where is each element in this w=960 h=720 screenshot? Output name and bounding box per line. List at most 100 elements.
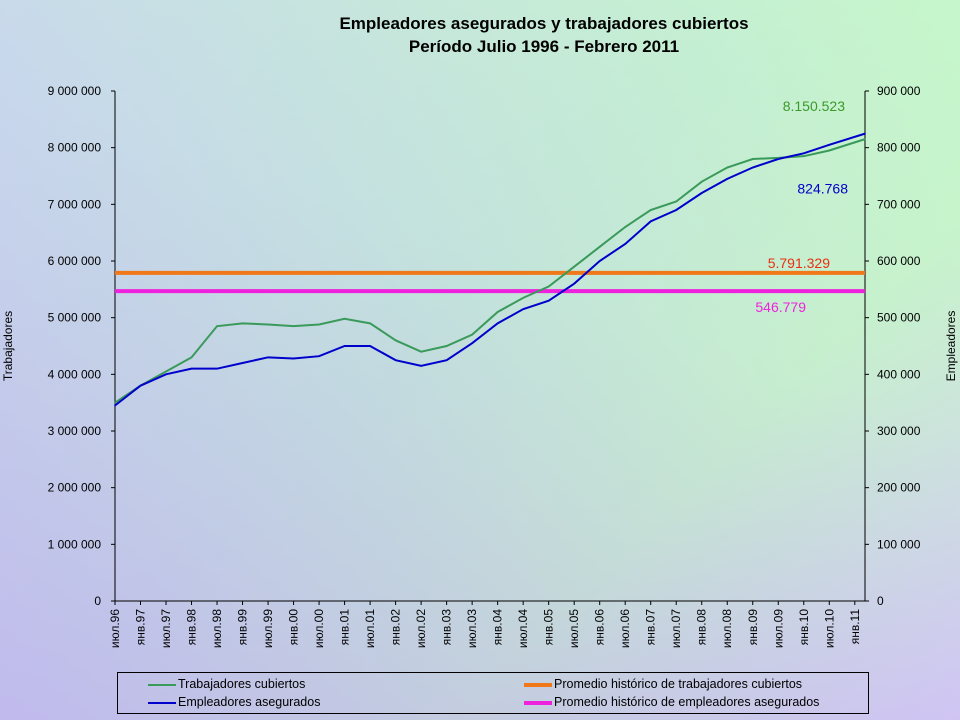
- y-right-tick-label: 300 000: [877, 424, 921, 438]
- x-tick-label: янв.98: [185, 609, 199, 646]
- x-tick-label: янв.10: [797, 609, 811, 646]
- data-point-trabajadores: [114, 401, 116, 404]
- data-point-empleadores: [114, 404, 116, 407]
- y-left-tick-label: 8 000 000: [48, 141, 102, 155]
- data-point-trabajadores: [292, 325, 295, 327]
- data-point-trabajadores: [598, 246, 601, 248]
- x-tick-label: июл.06: [618, 609, 632, 648]
- x-tick-label: июл.09: [771, 609, 785, 648]
- x-tick-label: янв.04: [491, 609, 505, 646]
- x-tick-label: июл.99: [261, 609, 275, 648]
- x-tick-label: янв.08: [695, 609, 709, 646]
- data-point-trabajadores: [496, 311, 499, 313]
- annotation-promedio-trabajadores: 5.791.329: [768, 255, 830, 271]
- legend-item-trabajadores: Trabajadores cubiertos: [148, 675, 305, 693]
- data-point-empleadores: [522, 308, 524, 310]
- y-right-tick-label: 800 000: [877, 141, 921, 155]
- y-right-tick-label: 500 000: [877, 311, 921, 325]
- y-right-tick-label: 900 000: [877, 84, 921, 98]
- x-tick-label: июл.00: [312, 609, 326, 648]
- chart-subtitle: Período Julio 1996 - Febrero 2011: [408, 37, 680, 56]
- x-tick-label: июл.02: [414, 609, 428, 648]
- data-point-empleadores: [624, 243, 627, 245]
- data-point-empleadores: [445, 359, 448, 361]
- annotation-empleadores-last: 824.768: [797, 181, 848, 197]
- y-left-axis-title: Trabajadores: [1, 311, 15, 381]
- x-tick-label: июл.05: [567, 609, 581, 648]
- data-point-empleadores: [369, 345, 371, 347]
- data-point-trabajadores: [394, 339, 397, 342]
- legend-swatch-promedio-trabajadores: [524, 682, 552, 687]
- data-point-empleadores: [675, 209, 678, 211]
- x-tick-label: июл.96: [108, 609, 122, 648]
- data-point-empleadores: [726, 178, 729, 180]
- data-point-trabajadores: [241, 322, 244, 325]
- legend-label-trabajadores: Trabajadores cubiertos: [178, 677, 306, 691]
- data-point-empleadores: [216, 367, 218, 370]
- y-left-tick-label: 6 000 000: [48, 254, 102, 268]
- data-point-empleadores: [547, 299, 550, 302]
- data-point-trabajadores: [547, 285, 550, 288]
- data-point-empleadores: [751, 166, 754, 169]
- data-point-trabajadores: [777, 157, 780, 159]
- data-point-empleadores: [573, 282, 575, 285]
- data-point-trabajadores: [318, 323, 320, 326]
- data-point-empleadores: [598, 260, 601, 262]
- y-left-tick-label: 4 000 000: [48, 367, 102, 381]
- y-right-tick-label: 200 000: [877, 481, 921, 495]
- y-right-tick-label: 400 000: [877, 367, 921, 381]
- x-tick-label: янв.00: [287, 609, 301, 646]
- data-point-empleadores: [139, 384, 142, 387]
- data-point-empleadores: [267, 356, 269, 359]
- legend-label-empleadores: Empleadores asegurados: [178, 695, 321, 709]
- x-tick-label: янв.99: [236, 609, 250, 646]
- x-tick-label: янв.02: [389, 609, 403, 646]
- data-point-empleadores: [420, 365, 422, 367]
- y-left-tick-label: 9 000 000: [48, 84, 102, 98]
- legend-item-promedio-empleadores: Promedio histórico de empleadores asegur…: [524, 693, 819, 711]
- data-point-empleadores: [292, 357, 295, 360]
- legend-swatch-trabajadores: [148, 683, 176, 686]
- x-tick-label: янв.09: [746, 609, 760, 646]
- y-right-tick-label: 100 000: [877, 537, 921, 551]
- x-tick-label: янв.07: [644, 609, 658, 646]
- data-point-empleadores: [394, 359, 397, 361]
- series-line-trabajadores: [114, 138, 866, 404]
- annotation-promedio-empleadores: 546.779: [755, 299, 806, 315]
- legend-swatch-empleadores: [148, 701, 176, 704]
- x-tick-label: июл.08: [720, 609, 734, 648]
- y-right-tick-label: 0: [877, 594, 884, 608]
- data-point-trabajadores: [828, 149, 831, 152]
- x-tick-label: июл.01: [363, 609, 377, 648]
- legend-item-promedio-trabajadores: Promedio histórico de trabajadores cubie…: [524, 675, 802, 693]
- y-right-tick-label: 700 000: [877, 197, 921, 211]
- series-line-empleadores: [114, 132, 866, 407]
- y-right-tick-label: 600 000: [877, 254, 921, 268]
- data-point-trabajadores: [190, 356, 193, 359]
- data-point-trabajadores: [802, 155, 805, 157]
- chart-title: Empleadores asegurados y trabajadores cu…: [339, 14, 749, 33]
- y-right-axis-title: Empleadores: [944, 311, 958, 382]
- chart-legend: Trabajadores cubiertos Empleadores asegu…: [117, 672, 869, 714]
- x-tick-label: июл.98: [210, 609, 224, 648]
- data-point-empleadores: [241, 362, 244, 364]
- x-tick-label: июл.04: [516, 609, 530, 648]
- data-point-trabajadores: [369, 322, 371, 325]
- x-tick-label: июл.97: [159, 609, 173, 648]
- x-tick-label: янв.05: [542, 609, 556, 646]
- data-point-empleadores: [649, 220, 652, 223]
- data-point-empleadores: [471, 342, 473, 344]
- data-point-empleadores: [496, 322, 499, 325]
- x-tick-label: янв.06: [593, 609, 607, 646]
- y-left-tick-label: 5 000 000: [48, 311, 102, 325]
- data-point-trabajadores: [726, 166, 729, 169]
- x-tick-label: янв.03: [440, 609, 454, 646]
- legend-label-promedio-empleadores: Promedio histórico de empleadores asegur…: [554, 695, 820, 709]
- data-point-trabajadores: [573, 265, 575, 268]
- y-left-tick-label: 3 000 000: [48, 424, 102, 438]
- data-point-empleadores: [864, 132, 866, 135]
- data-point-empleadores: [165, 373, 167, 376]
- data-point-trabajadores: [420, 350, 422, 353]
- x-tick-label: янв.97: [134, 609, 148, 646]
